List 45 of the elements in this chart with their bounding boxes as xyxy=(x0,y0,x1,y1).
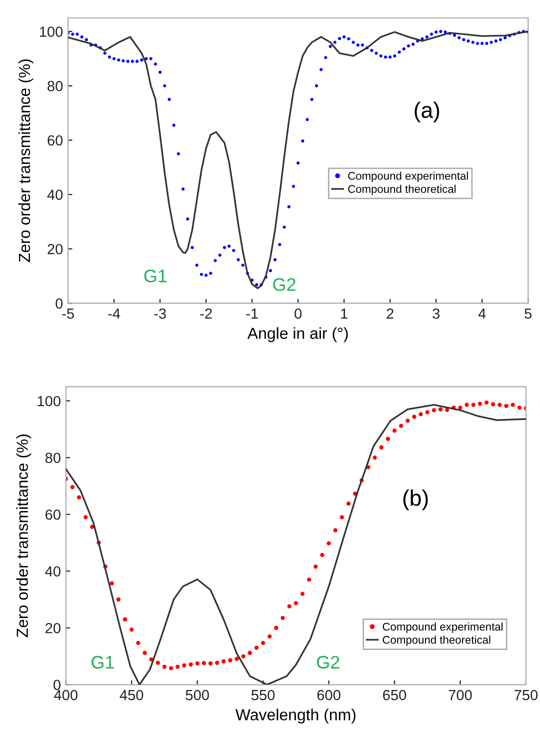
y-tick-label: 60 xyxy=(48,135,63,146)
x-tick-label: 750 xyxy=(514,690,538,700)
x-tick-label: -4 xyxy=(108,308,120,319)
annotation: G1 xyxy=(92,656,114,669)
x-tick-label: -1 xyxy=(246,308,258,319)
annotation: (b) xyxy=(403,490,428,510)
y-tick-label: 100 xyxy=(38,396,60,406)
y-tick-label: 60 xyxy=(46,509,60,520)
x-tick-label: 1 xyxy=(341,308,348,319)
x-tick-label: 450 xyxy=(120,690,144,700)
y-tick-label: 100 xyxy=(40,26,63,37)
x-tick-label: -5 xyxy=(62,308,74,319)
annotation: G2 xyxy=(316,656,340,669)
y-tick-label: 0 xyxy=(56,298,63,309)
y-axis-title: Zero order transmittance (%) xyxy=(16,434,32,638)
y-tick-label: 40 xyxy=(45,566,60,577)
y-tick-label: 20 xyxy=(46,622,60,634)
y-tick-label: 80 xyxy=(45,452,60,464)
x-tick-label: 4 xyxy=(478,308,486,319)
x-tick-label: 5 xyxy=(524,308,532,319)
x-tick-label: 3 xyxy=(432,308,440,319)
y-tick-label: 20 xyxy=(48,244,63,254)
x-axis-title: Wavelength (nm) xyxy=(235,708,356,724)
y-tick-label: 0 xyxy=(53,680,60,690)
x-tick-label: 400 xyxy=(54,690,78,700)
y-axis-title: Zero order transmittance (%) xyxy=(18,59,34,262)
annotation: G2 xyxy=(273,278,296,291)
x-tick-label: 600 xyxy=(317,690,340,700)
x-axis-title: Angle in air (°) xyxy=(247,327,348,342)
y-tick-label: 40 xyxy=(47,190,63,200)
legend-label: Compound experimental xyxy=(348,172,468,182)
x-tick-label: 650 xyxy=(383,690,406,700)
x-tick-label: 500 xyxy=(186,690,209,700)
y-tick-label: 80 xyxy=(48,80,63,92)
legend-label: Compound theoretical xyxy=(348,184,456,196)
x-tick-label: 0 xyxy=(294,308,302,319)
x-tick-label: 550 xyxy=(251,690,275,700)
x-tick-label: 700 xyxy=(448,690,472,700)
legend-label: Compound theoretical xyxy=(382,636,490,646)
annotation: G1 xyxy=(144,270,167,282)
x-tick-label: 2 xyxy=(386,308,394,319)
annotation: (a) xyxy=(414,102,440,122)
legend-label: Compound experimental xyxy=(382,622,503,633)
x-tick-label: -3 xyxy=(154,308,166,319)
x-tick-label: -2 xyxy=(200,308,212,319)
